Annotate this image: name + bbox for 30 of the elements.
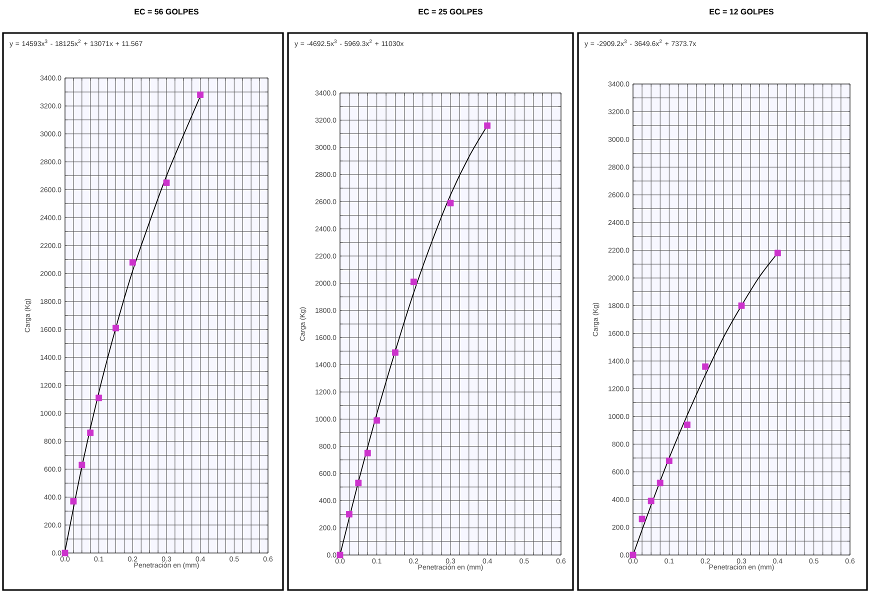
point — [666, 458, 672, 464]
point — [336, 552, 344, 558]
point — [447, 200, 454, 206]
point — [702, 363, 709, 370]
point — [364, 450, 371, 456]
point — [96, 394, 102, 402]
point — [355, 480, 362, 486]
point — [392, 349, 398, 356]
point — [70, 498, 77, 505]
point — [684, 422, 690, 428]
point — [630, 552, 636, 558]
point — [87, 430, 94, 436]
point — [638, 516, 646, 522]
point — [656, 480, 664, 486]
point — [78, 462, 86, 468]
chart-title: EC = 25 GOLPES — [418, 8, 483, 14]
point — [197, 92, 204, 98]
point — [129, 259, 136, 266]
point — [774, 250, 781, 256]
chart-title: EC = 12 GOLPES — [710, 8, 774, 14]
point — [163, 180, 170, 186]
point — [374, 417, 380, 424]
point — [346, 511, 352, 518]
point — [484, 122, 491, 129]
point — [112, 324, 119, 332]
point — [648, 498, 654, 504]
point — [410, 278, 417, 286]
point — [738, 302, 745, 309]
point — [62, 550, 68, 556]
chart-title: EC = 56 GOLPES — [134, 8, 199, 14]
